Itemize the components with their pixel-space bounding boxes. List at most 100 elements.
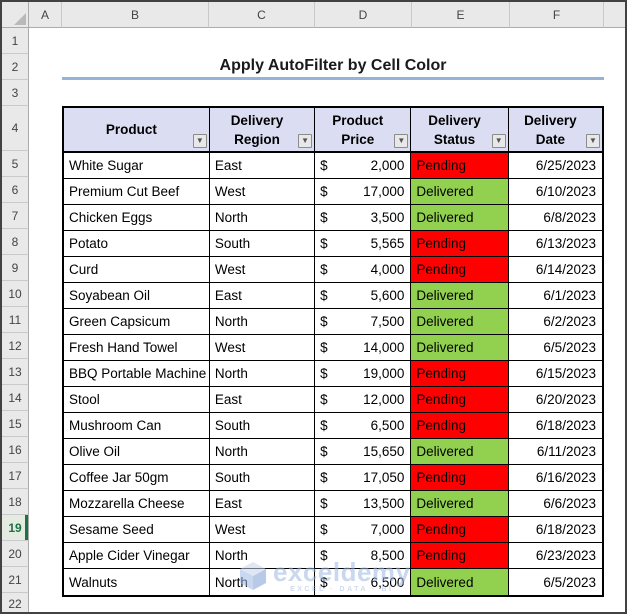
cell-product[interactable]: Soyabean Oil [64,283,210,308]
row-number-21[interactable]: 21 [2,567,29,593]
cell-delivery-status[interactable]: Delivered [411,569,509,595]
cell-delivery-status[interactable]: Delivered [411,309,509,334]
filter-dropdown-icon[interactable]: ▼ [586,134,600,148]
cell-delivery-date[interactable]: 6/18/2023 [535,418,596,433]
row-number-15[interactable]: 15 [2,411,29,437]
cell-delivery-status[interactable]: Delivered [411,283,509,308]
column-header-product[interactable]: Product ▼ [64,108,210,151]
cell-product[interactable]: Coffee Jar 50gm [64,465,210,490]
cell-product-price[interactable]: $ 19,000 [315,361,412,386]
cell-delivery-region[interactable]: East [210,283,316,308]
cell-product-price[interactable]: $ 8,500 [315,543,412,568]
cell-delivery-date[interactable]: 6/6/2023 [543,496,596,511]
cell-delivery-region[interactable]: North [210,361,316,386]
cell-product[interactable]: Sesame Seed [64,517,210,542]
row-number-11[interactable]: 11 [2,307,29,333]
cell-product[interactable]: Mozzarella Cheese [64,491,210,516]
cell-delivery-status[interactable]: Delivered [411,491,509,516]
cell-delivery-date[interactable]: 6/5/2023 [543,574,596,590]
column-letter-A[interactable]: A [29,2,62,28]
cell-delivery-region[interactable]: West [210,179,316,204]
column-letter-C[interactable]: C [209,2,315,28]
cell-product[interactable]: Apple Cider Vinegar [64,543,210,568]
cell-delivery-region[interactable]: West [210,517,316,542]
row-number-22[interactable]: 22 [2,593,29,612]
cell-delivery-status[interactable]: Pending [411,387,509,412]
column-header-delivery-date[interactable]: Delivery Date ▼ [508,108,602,151]
cell-delivery-region[interactable]: East [210,491,316,516]
row-number-18[interactable]: 18 [2,489,29,515]
column-header-delivery-region[interactable]: Delivery Region ▼ [209,108,316,151]
cell-delivery-date[interactable]: 6/11/2023 [536,444,596,459]
cell-product-price[interactable]: $ 6,500 [315,569,412,595]
cell-delivery-region[interactable]: West [210,257,316,282]
column-letter-E[interactable]: E [412,2,510,28]
cell-delivery-date[interactable]: 6/18/2023 [535,522,596,537]
cell-product-price[interactable]: $ 17,000 [315,179,412,204]
cell-delivery-date[interactable]: 6/16/2023 [535,470,596,485]
cell-product-price[interactable]: $ 13,500 [315,491,412,516]
row-number-6[interactable]: 6 [2,177,29,203]
cell-product[interactable]: Potato [64,231,210,256]
cell-product-price[interactable]: $ 2,000 [315,153,412,178]
row-number-14[interactable]: 14 [2,385,29,411]
cell-delivery-region[interactable]: South [210,231,316,256]
cell-delivery-status[interactable]: Pending [411,361,509,386]
cell-delivery-date[interactable]: 6/23/2023 [535,548,596,563]
row-number-12[interactable]: 12 [2,333,29,359]
cell-delivery-region[interactable]: South [210,465,316,490]
cell-product-price[interactable]: $ 17,050 [315,465,412,490]
cell-delivery-date[interactable]: 6/14/2023 [535,262,596,277]
cell-delivery-status[interactable]: Pending [411,465,509,490]
row-number-4[interactable]: 4 [2,106,29,151]
cell-delivery-region[interactable]: East [210,387,316,412]
cell-delivery-status[interactable]: Pending [411,413,509,438]
cell-delivery-date[interactable]: 6/5/2023 [543,340,596,355]
cell-delivery-status[interactable]: Delivered [411,335,509,360]
cell-delivery-date[interactable]: 6/2/2023 [543,314,596,329]
cell-product-price[interactable]: $ 14,000 [315,335,412,360]
cell-product[interactable]: Walnuts [64,569,210,595]
cell-product[interactable]: Green Capsicum [64,309,210,334]
cell-delivery-region[interactable]: West [210,335,316,360]
row-number-2[interactable]: 2 [2,54,29,80]
filter-dropdown-icon[interactable]: ▼ [298,134,313,148]
cell-delivery-region[interactable]: North [210,543,316,568]
cell-delivery-region[interactable]: North [210,439,316,464]
row-number-19[interactable]: 19 [2,515,29,541]
column-header-product-price[interactable]: Product Price ▼ [315,108,412,151]
cell-delivery-status[interactable]: Pending [411,517,509,542]
row-number-3[interactable]: 3 [2,80,29,106]
sheet-title[interactable]: Apply AutoFilter by Cell Color [62,54,604,80]
cell-product-price[interactable]: $ 6,500 [315,413,412,438]
cell-product-price[interactable]: $ 5,600 [315,283,412,308]
cell-product-price[interactable]: $ 3,500 [315,205,412,230]
cell-product-price[interactable]: $ 12,000 [315,387,412,412]
cell-delivery-date[interactable]: 6/8/2023 [543,210,596,225]
cell-product-price[interactable]: $ 15,650 [315,439,412,464]
cell-delivery-region[interactable]: South [210,413,316,438]
row-number-7[interactable]: 7 [2,203,29,229]
cell-delivery-status[interactable]: Delivered [411,179,509,204]
cell-product-price[interactable]: $ 5,565 [315,231,412,256]
column-letter-B[interactable]: B [62,2,209,28]
cell-delivery-status[interactable]: Pending [411,231,509,256]
row-number-10[interactable]: 10 [2,281,29,307]
cell-product[interactable]: Chicken Eggs [64,205,210,230]
cell-product[interactable]: White Sugar [64,153,210,178]
cell-product[interactable]: Fresh Hand Towel [64,335,210,360]
filter-dropdown-icon[interactable]: ▼ [491,134,506,148]
cell-delivery-status[interactable]: Pending [411,543,509,568]
column-header-delivery-status[interactable]: Delivery Status ▼ [411,108,509,151]
column-letter-partial[interactable] [604,2,625,28]
cell-product[interactable]: Premium Cut Beef [64,179,210,204]
row-number-17[interactable]: 17 [2,463,29,489]
cell-delivery-status[interactable]: Pending [411,153,509,178]
cell-delivery-status[interactable]: Pending [411,257,509,282]
row-number-13[interactable]: 13 [2,359,29,385]
cell-product[interactable]: Stool [64,387,210,412]
cell-delivery-region[interactable]: North [210,205,316,230]
cell-delivery-date[interactable]: 6/25/2023 [535,158,596,173]
cell-product-price[interactable]: $ 4,000 [315,257,412,282]
cell-product[interactable]: Mushroom Can [64,413,210,438]
